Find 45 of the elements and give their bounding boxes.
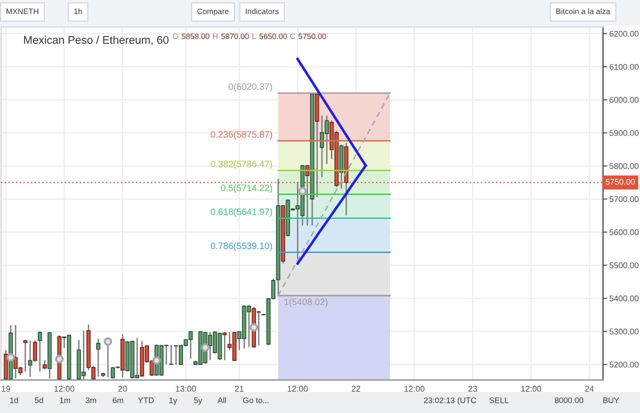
y-tick-label: 5200.00 — [610, 362, 639, 368]
text: SELL — [490, 397, 509, 404]
text: All — [218, 397, 226, 404]
x-tick-label: 22 — [352, 386, 360, 392]
text: BUY — [603, 398, 620, 404]
x-tick-label: 13:00 — [176, 386, 196, 392]
x-tick-label: 12:00 — [288, 386, 308, 392]
x-tick-label: 12:00 — [404, 386, 424, 392]
series-label: 1(5408.02) — [284, 298, 328, 307]
ref-line-label: 5750.00 — [606, 178, 635, 185]
text: YTD — [138, 398, 154, 404]
y-tick-label: 5700.00 — [610, 196, 639, 202]
series-label: 0(6020.37) — [228, 83, 272, 92]
text: 1m — [60, 398, 70, 404]
y-tick-label: 5900.00 — [610, 130, 639, 136]
text: Go to... — [243, 397, 268, 404]
x-tick-label: 12:00 — [521, 386, 542, 392]
series-label: 0.618(5641.97) — [210, 208, 272, 217]
y-tick-label: 5400.00 — [610, 296, 639, 302]
series-label: 0.786(5539.10) — [210, 242, 272, 251]
x-tick-label: 19 — [2, 386, 10, 392]
y-tick-label: 5500.00 — [610, 262, 639, 268]
x-tick-label: 20 — [118, 386, 127, 392]
x-tick-label: 21 — [235, 386, 244, 392]
x-tick-label: 24 — [585, 386, 594, 392]
text: 5y — [194, 398, 202, 405]
y-tick-label: 6200.00 — [610, 30, 639, 37]
y-tick-label: 6100.00 — [610, 64, 639, 70]
y-tick-label: 6000.00 — [610, 97, 639, 103]
text: 3m — [86, 397, 96, 404]
y-tick-label: 5300.00 — [610, 328, 639, 334]
series-label: 0.382(5786.47) — [210, 160, 272, 170]
text: 1y — [169, 398, 178, 405]
x-tick-label: 12:00 — [54, 386, 74, 392]
series-label: 0.236(5875.87) — [210, 130, 272, 140]
text: 5d — [34, 397, 43, 404]
text: 6m — [112, 397, 124, 404]
text: 23:02:13 (UTC — [424, 397, 476, 405]
x-tick-label: 23 — [468, 386, 477, 392]
text: Mexican Peso / Ethereum, 60 — [24, 36, 169, 46]
text: 8000.00 — [554, 397, 584, 404]
y-tick-label: 5800.00 — [610, 163, 639, 169]
y-tick-label: 5600.00 — [610, 229, 639, 236]
series-label: 0.5(5714.22) — [221, 184, 272, 193]
text: 1d — [10, 397, 18, 404]
